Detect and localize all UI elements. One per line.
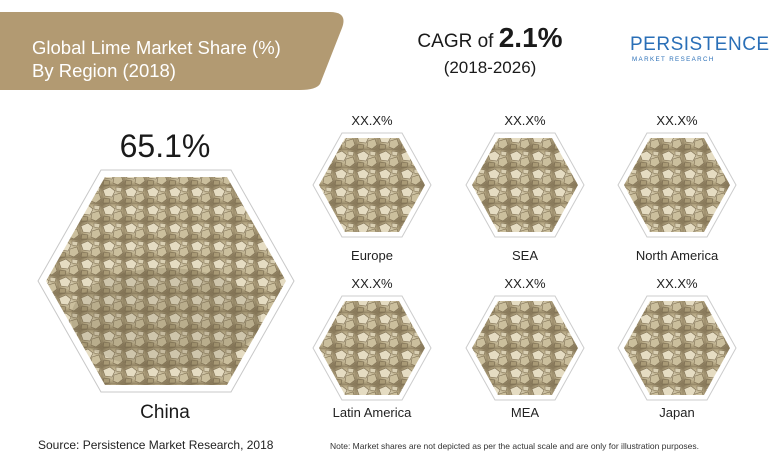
cagr-prefix: CAGR of xyxy=(417,31,499,52)
region-share: XX.X% xyxy=(504,276,546,291)
title-line1: Global Lime Market Share (%) xyxy=(32,37,281,58)
note-text: Note: Market shares are not depicted as … xyxy=(330,441,700,451)
region-share: XX.X% xyxy=(351,113,393,128)
logo-name: PERSISTENCE xyxy=(630,34,770,55)
region-share: XX.X% xyxy=(351,276,393,291)
region-share: XX.X% xyxy=(656,276,698,291)
source-text: Source: Persistence Market Research, 201… xyxy=(38,438,274,452)
region-label: Europe xyxy=(351,248,393,263)
lime-stone-image xyxy=(312,295,432,401)
featured-share: 65.1% xyxy=(119,128,211,164)
lime-stone-image xyxy=(465,132,585,238)
region-hexagon xyxy=(465,132,585,243)
region-label: North America xyxy=(635,248,719,263)
lime-stone-image xyxy=(37,169,295,393)
region-label: SEA xyxy=(511,248,538,263)
region-label: MEA xyxy=(510,405,540,420)
title-line2: By Region (2018) xyxy=(32,60,176,81)
region-hexagon xyxy=(465,295,585,406)
lime-stone-image xyxy=(617,295,737,401)
title-text: Global Lime Market Share (%) By Region (… xyxy=(32,36,281,82)
featured-hexagon xyxy=(36,168,296,399)
region-hexagon xyxy=(312,295,432,406)
cagr-years: (2018-2026) xyxy=(443,58,537,77)
cagr-block: CAGR of 2.1% (2018-2026) xyxy=(400,22,580,78)
lime-stone-image xyxy=(465,295,585,401)
lime-stone-image xyxy=(312,132,432,238)
title-banner-shape xyxy=(0,12,344,90)
featured-label: China xyxy=(140,402,190,423)
cagr-value: 2.1% xyxy=(498,22,563,53)
logo-tagline: MARKET RESEARCH xyxy=(632,56,715,63)
region-hexagon xyxy=(617,132,737,243)
region-share: XX.X% xyxy=(656,113,698,128)
region-label: Latin America xyxy=(332,405,412,420)
region-label: Japan xyxy=(659,405,695,420)
region-share: XX.X% xyxy=(504,113,546,128)
region-hexagon xyxy=(617,295,737,406)
title-banner: Global Lime Market Share (%) By Region (… xyxy=(0,10,350,90)
region-hexagon xyxy=(312,132,432,243)
persistence-logo: PERSISTENCE MARKET RESEARCH xyxy=(630,34,770,74)
lime-stone-image xyxy=(617,132,737,238)
